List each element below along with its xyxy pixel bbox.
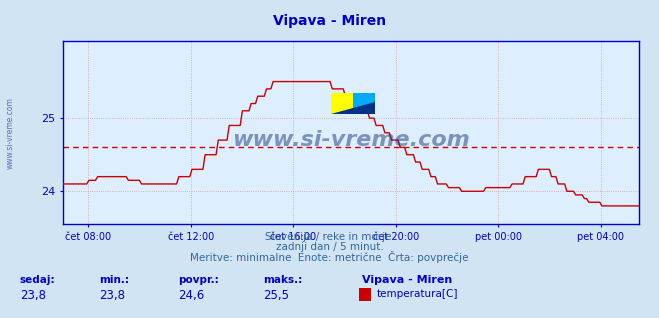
Text: maks.:: maks.: [264, 275, 303, 285]
Text: povpr.:: povpr.: [178, 275, 219, 285]
Text: 25,5: 25,5 [264, 289, 289, 302]
Text: Slovenija / reke in morje.: Slovenija / reke in morje. [264, 232, 395, 242]
Text: Meritve: minimalne  Enote: metrične  Črta: povprečje: Meritve: minimalne Enote: metrične Črta:… [190, 251, 469, 263]
Text: www.si-vreme.com: www.si-vreme.com [232, 130, 470, 150]
Text: min.:: min.: [99, 275, 129, 285]
Text: Vipava - Miren: Vipava - Miren [362, 275, 453, 285]
Text: zadnji dan / 5 minut.: zadnji dan / 5 minut. [275, 242, 384, 252]
Polygon shape [331, 102, 374, 114]
Text: sedaj:: sedaj: [20, 275, 55, 285]
Bar [331, 93, 353, 114]
Text: 24,6: 24,6 [178, 289, 204, 302]
Text: 23,8: 23,8 [20, 289, 45, 302]
Text: www.si-vreme.com: www.si-vreme.com [5, 98, 14, 169]
Text: 23,8: 23,8 [99, 289, 125, 302]
Text: temperatura[C]: temperatura[C] [377, 289, 459, 299]
Text: Vipava - Miren: Vipava - Miren [273, 14, 386, 28]
Bar [353, 93, 374, 114]
